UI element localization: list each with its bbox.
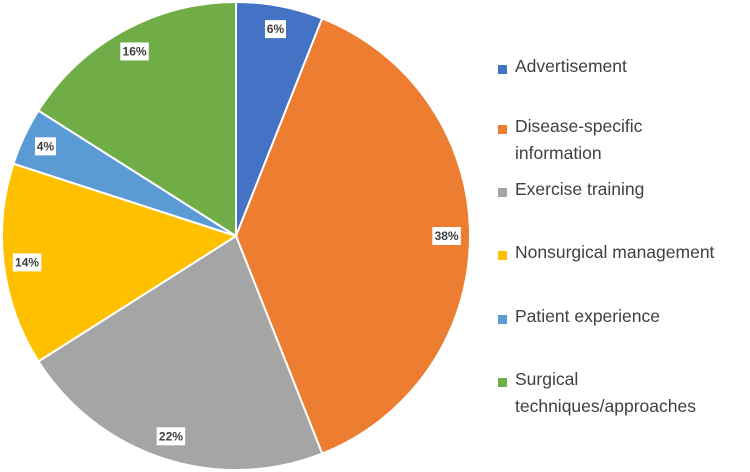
legend-label: Disease-specific information: [515, 116, 643, 163]
legend-swatch: [498, 65, 507, 74]
legend-label: Nonsurgical management: [515, 242, 715, 262]
pie-slice-2: [37, 234, 324, 471]
legend-item-5: Surgical techniques/approaches: [498, 369, 750, 420]
legend-swatch: [498, 378, 507, 387]
legend-label: Advertisement: [515, 56, 627, 76]
data-label-2: 22%: [156, 427, 186, 446]
legend-item-3: Nonsurgical management: [498, 242, 750, 266]
legend-label: Exercise training: [515, 179, 645, 199]
legend-swatch: [498, 188, 507, 197]
data-label-4: 4%: [34, 137, 56, 156]
legend-item-1: Disease-specific information: [498, 116, 750, 167]
legend-swatch: [498, 125, 507, 134]
svg-text:4%: 4%: [37, 139, 55, 153]
data-label-3: 14%: [12, 253, 42, 272]
svg-text:38%: 38%: [435, 229, 459, 243]
svg-text:16%: 16%: [123, 44, 147, 58]
svg-text:22%: 22%: [159, 429, 183, 443]
svg-text:14%: 14%: [15, 255, 39, 269]
legend-swatch: [498, 251, 507, 260]
pie-slice-1: [234, 17, 471, 455]
pie-slice-5: [37, 0, 237, 238]
legend-label: Patient experience: [515, 306, 660, 326]
legend-item-0: Advertisement: [498, 56, 750, 80]
legend-item-4: Patient experience: [498, 306, 750, 330]
data-label-5: 16%: [120, 42, 149, 61]
legend-item-2: Exercise training: [498, 179, 750, 203]
pie-slice-3: [1, 162, 239, 363]
legend-swatch: [498, 315, 507, 324]
svg-text:6%: 6%: [267, 22, 285, 36]
data-label-1: 38%: [432, 227, 461, 245]
data-label-0: 6%: [264, 20, 286, 39]
legend-label: Surgical techniques/approaches: [515, 369, 696, 416]
